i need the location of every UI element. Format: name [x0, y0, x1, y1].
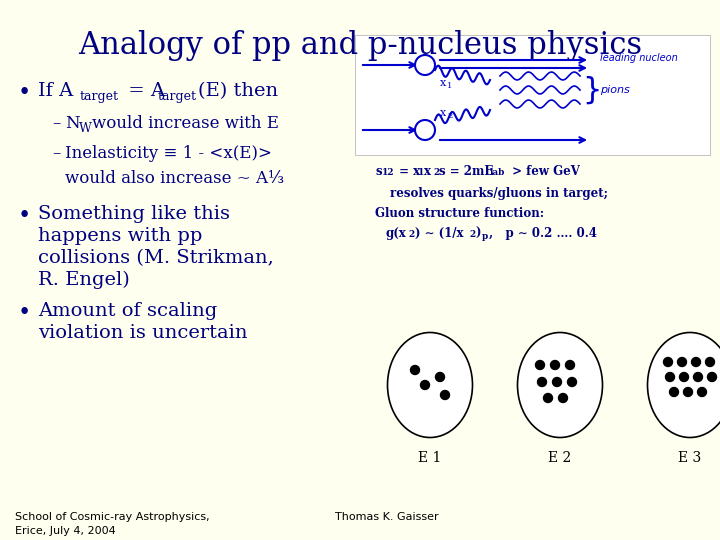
Text: s = 2mE: s = 2mE — [439, 165, 493, 178]
Text: •: • — [18, 205, 31, 227]
Text: Inelasticity ≡ 1 - <x(E)>: Inelasticity ≡ 1 - <x(E)> — [65, 145, 272, 162]
Text: –: – — [52, 115, 60, 132]
Circle shape — [536, 361, 544, 369]
Text: p: p — [482, 232, 488, 241]
Text: pions: pions — [600, 85, 630, 95]
Circle shape — [441, 390, 449, 400]
Text: }: } — [582, 76, 601, 105]
Text: Analogy of pp and p-nucleus physics: Analogy of pp and p-nucleus physics — [78, 30, 642, 61]
Text: 2: 2 — [433, 168, 439, 177]
Ellipse shape — [647, 333, 720, 437]
Text: x: x — [440, 78, 446, 88]
Text: Gluon structure function:: Gluon structure function: — [375, 207, 544, 220]
Circle shape — [693, 373, 703, 381]
Text: •: • — [18, 302, 31, 324]
Circle shape — [567, 377, 577, 387]
Circle shape — [691, 357, 701, 367]
Circle shape — [565, 361, 575, 369]
Text: = A: = A — [122, 82, 165, 100]
Text: –: – — [52, 145, 60, 162]
Text: would increase with E: would increase with E — [92, 115, 279, 132]
Text: E 3: E 3 — [678, 451, 701, 465]
Circle shape — [708, 373, 716, 381]
Circle shape — [683, 388, 693, 396]
Text: Amount of scaling: Amount of scaling — [38, 302, 217, 320]
Circle shape — [706, 357, 714, 367]
Circle shape — [436, 373, 444, 381]
Text: If A: If A — [38, 82, 73, 100]
Text: 2: 2 — [408, 230, 414, 239]
Text: Something like this: Something like this — [38, 205, 230, 223]
Text: E 2: E 2 — [549, 451, 572, 465]
Ellipse shape — [518, 333, 603, 437]
Text: collisions (M. Strikman,: collisions (M. Strikman, — [38, 249, 274, 267]
Circle shape — [538, 377, 546, 387]
Text: > few GeV: > few GeV — [508, 165, 580, 178]
Text: •: • — [18, 82, 31, 104]
Circle shape — [678, 357, 686, 367]
Circle shape — [552, 377, 562, 387]
Text: 2: 2 — [469, 230, 475, 239]
Text: ,   p ∼ 0.2 …. 0.4: , p ∼ 0.2 …. 0.4 — [489, 227, 597, 240]
Circle shape — [544, 394, 552, 402]
Text: leading nucleon: leading nucleon — [600, 53, 678, 63]
Circle shape — [665, 373, 675, 381]
Circle shape — [680, 373, 688, 381]
Text: R. Engel): R. Engel) — [38, 271, 130, 289]
Text: ) ∼ (1/x: ) ∼ (1/x — [415, 227, 464, 240]
Text: Thomas K. Gaisser: Thomas K. Gaisser — [335, 512, 438, 522]
Text: 2: 2 — [447, 112, 452, 120]
Circle shape — [698, 388, 706, 396]
Text: 1: 1 — [447, 82, 452, 90]
Text: N: N — [65, 115, 80, 132]
Circle shape — [670, 388, 678, 396]
Circle shape — [664, 357, 672, 367]
Text: ): ) — [475, 227, 480, 240]
Text: s: s — [375, 165, 382, 178]
Text: target: target — [158, 90, 197, 103]
Text: E 1: E 1 — [418, 451, 441, 465]
Text: School of Cosmic-ray Astrophysics,
Erice, July 4, 2004: School of Cosmic-ray Astrophysics, Erice… — [15, 512, 210, 536]
Text: x: x — [424, 165, 431, 178]
Text: resolves quarks/gluons in target;: resolves quarks/gluons in target; — [390, 187, 608, 200]
Text: g(x: g(x — [385, 227, 406, 240]
Text: lab: lab — [490, 168, 505, 177]
Text: violation is uncertain: violation is uncertain — [38, 324, 248, 342]
Ellipse shape — [387, 333, 472, 437]
Text: (E) then: (E) then — [198, 82, 278, 100]
Bar — [355, 35, 710, 155]
Text: happens with pp: happens with pp — [38, 227, 202, 245]
Text: target: target — [80, 90, 119, 103]
Text: 12: 12 — [382, 168, 395, 177]
Circle shape — [420, 381, 430, 389]
Circle shape — [551, 361, 559, 369]
Text: = x: = x — [395, 165, 420, 178]
Text: W: W — [79, 122, 92, 135]
Text: x: x — [440, 108, 446, 118]
Circle shape — [559, 394, 567, 402]
Circle shape — [410, 366, 420, 375]
Text: 1: 1 — [418, 168, 424, 177]
Text: would also increase ~ A⅓: would also increase ~ A⅓ — [65, 170, 284, 187]
